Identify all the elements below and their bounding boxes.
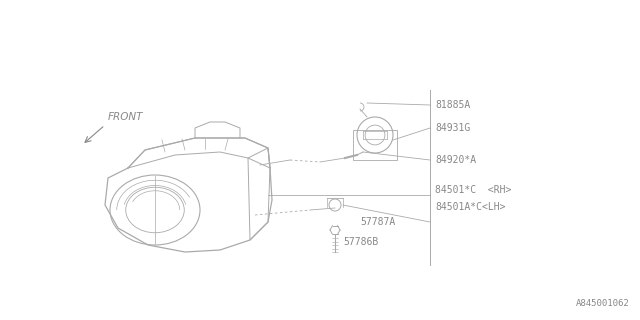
Text: 84920*A: 84920*A [435, 155, 476, 165]
Text: FRONT: FRONT [108, 112, 143, 122]
Text: 57786B: 57786B [343, 237, 378, 247]
Text: 84501A*C<LH>: 84501A*C<LH> [435, 202, 506, 212]
Bar [353, 130, 397, 160]
Text: 84931G: 84931G [435, 123, 470, 133]
Text: 84501*C  <RH>: 84501*C <RH> [435, 185, 511, 195]
Text: 81885A: 81885A [435, 100, 470, 110]
Text: A845001062: A845001062 [576, 299, 630, 308]
Text: 57787A: 57787A [360, 217, 396, 227]
